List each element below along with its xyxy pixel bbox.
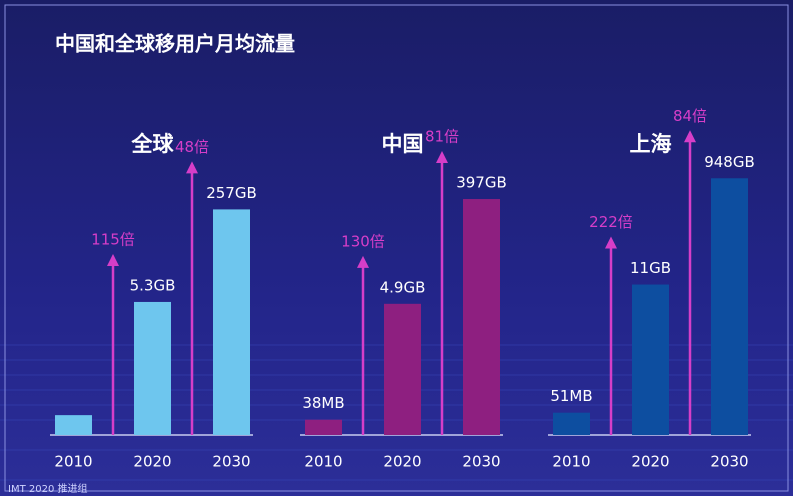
source: IMT 2020 推进组 bbox=[8, 482, 88, 495]
value-label: 4.9GB bbox=[380, 278, 426, 296]
year-label: 2030 bbox=[710, 453, 748, 471]
value-label: 38MB bbox=[302, 394, 344, 412]
growth-arrow-head bbox=[605, 236, 617, 249]
bar bbox=[711, 178, 748, 435]
value-label: 397GB bbox=[456, 174, 507, 192]
year-label: 2010 bbox=[54, 453, 92, 471]
group-title: 中国 bbox=[382, 132, 424, 156]
bar bbox=[134, 301, 171, 435]
growth-label: 48倍 bbox=[175, 138, 209, 156]
value-label: 948GB bbox=[704, 153, 755, 171]
growth-arrow-head bbox=[186, 161, 198, 174]
slide-title: 中国和全球移用户月均流量 bbox=[55, 32, 295, 56]
value-label: 257GB bbox=[206, 184, 257, 202]
value-label: 5.3GB bbox=[130, 276, 176, 294]
growth-label: 222倍 bbox=[589, 213, 633, 231]
bar bbox=[213, 209, 250, 435]
year-label: 2010 bbox=[304, 453, 342, 471]
year-label: 2030 bbox=[462, 453, 500, 471]
growth-arrow-head bbox=[107, 253, 119, 266]
year-label: 2020 bbox=[383, 453, 421, 471]
year-label: 2020 bbox=[631, 453, 669, 471]
growth-arrow-head bbox=[436, 151, 448, 164]
group-title: 全球 bbox=[131, 132, 175, 156]
bar bbox=[632, 284, 669, 435]
growth-label: 115倍 bbox=[91, 230, 135, 248]
group-title: 上海 bbox=[630, 132, 672, 156]
growth-arrow-head bbox=[357, 255, 369, 268]
year-label: 2020 bbox=[133, 453, 171, 471]
growth-label: 130倍 bbox=[341, 232, 385, 250]
bar bbox=[55, 415, 92, 435]
growth-arrow-head bbox=[684, 130, 696, 143]
frame bbox=[4, 4, 789, 492]
bar bbox=[463, 199, 500, 435]
value-label: 11GB bbox=[630, 259, 671, 277]
bar bbox=[305, 419, 342, 435]
year-label: 2030 bbox=[212, 453, 250, 471]
bar bbox=[553, 412, 590, 435]
growth-label: 84倍 bbox=[673, 107, 707, 125]
year-label: 2010 bbox=[552, 453, 590, 471]
growth-label: 81倍 bbox=[425, 128, 459, 146]
bar bbox=[384, 303, 421, 435]
value-label: 51MB bbox=[550, 387, 592, 405]
